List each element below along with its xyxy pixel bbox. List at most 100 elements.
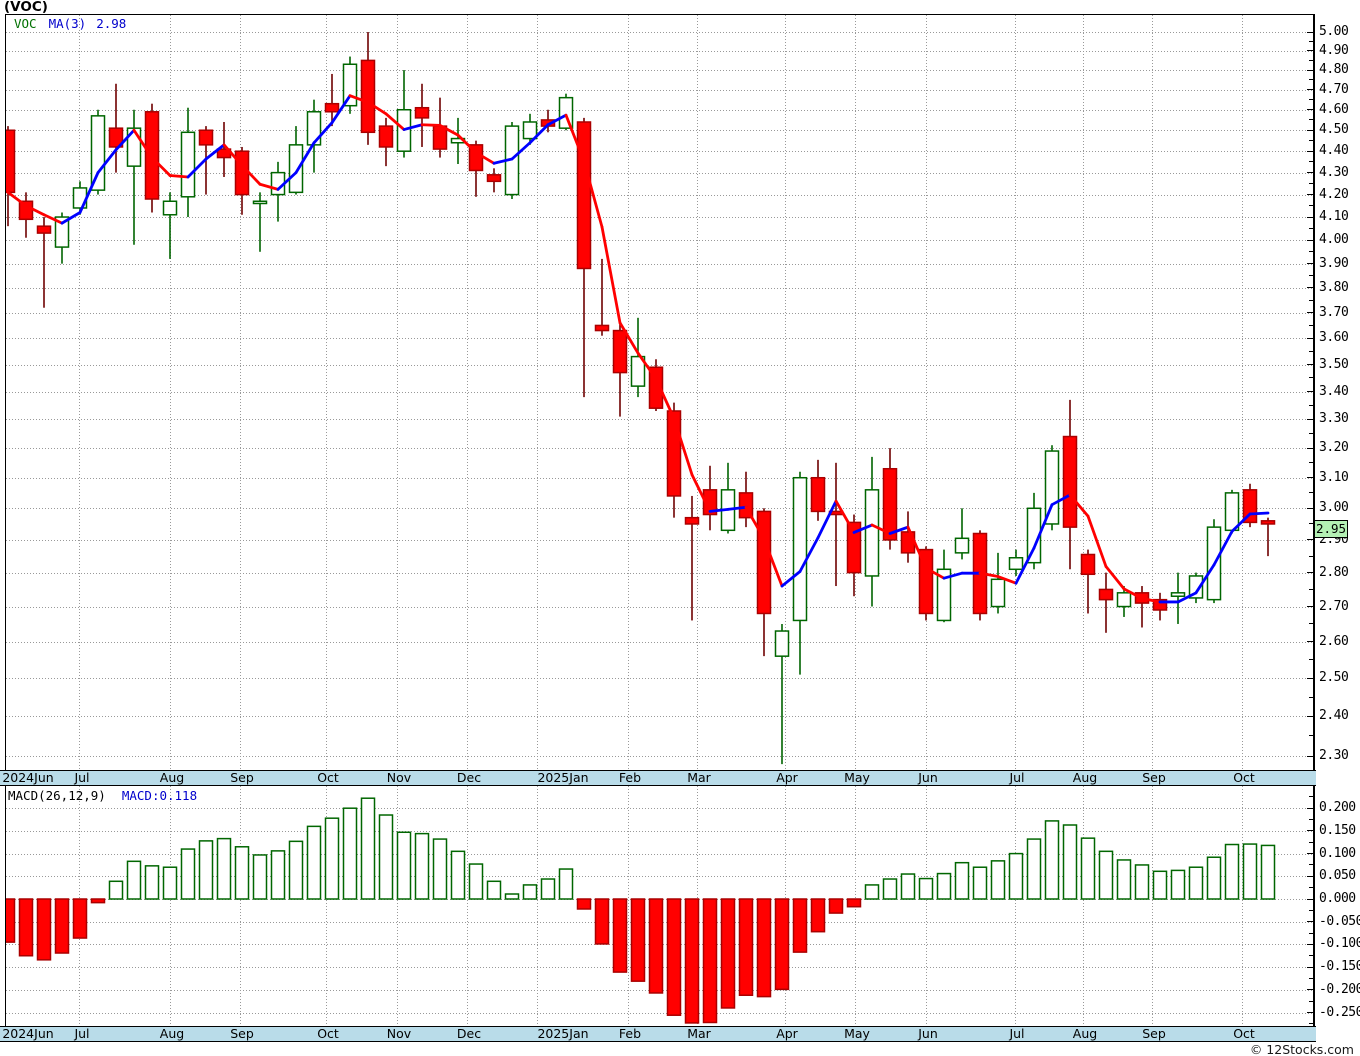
- macd-tick-major: [1307, 966, 1314, 968]
- month-label: Nov: [386, 770, 412, 785]
- macd-pane: [5, 786, 1315, 1026]
- price-tick-label: 3.40: [1319, 383, 1349, 399]
- macd-bar-positive: [414, 832, 430, 900]
- candle-up: [1008, 557, 1024, 571]
- candle-down: [918, 548, 934, 615]
- ma-line-segment: [510, 141, 532, 161]
- macd-tick-label: 0.150: [1319, 822, 1356, 838]
- ma-line-segment: [312, 121, 334, 145]
- candle-up: [936, 568, 952, 622]
- price-tick-major: [1307, 364, 1314, 366]
- month-label: 2025Jan: [537, 770, 589, 785]
- price-tick-label: 2.70: [1319, 598, 1349, 614]
- month-label: Jun: [918, 770, 938, 785]
- candle-up: [54, 216, 70, 248]
- ma-line-segment: [132, 128, 154, 159]
- macd-bar-positive: [468, 863, 484, 900]
- macd-tick-major: [1307, 875, 1314, 877]
- candle-down: [1098, 588, 1114, 601]
- symbol-label: VOC: [14, 16, 37, 31]
- ma-line-segment: [816, 499, 838, 540]
- ma-line-segment: [348, 94, 370, 104]
- ma-line-segment: [1230, 512, 1252, 533]
- ma-line-segment: [1032, 503, 1054, 550]
- month-label: Aug: [159, 1026, 185, 1041]
- macd-bar-positive: [918, 877, 934, 900]
- macd-bar-negative: [666, 898, 682, 1016]
- candle-down: [612, 329, 628, 374]
- ma-line-segment: [618, 321, 640, 355]
- ma-line-segment: [1194, 563, 1216, 595]
- price-tick-minor: [1309, 59, 1314, 61]
- ma-line-segment: [1086, 514, 1108, 568]
- ma-line-segment: [6, 190, 28, 208]
- price-tick-minor: [1309, 40, 1314, 42]
- price-tick-major: [1307, 418, 1314, 420]
- macd-axis: 0.200 0.150 0.100 0.050 0.000 -0.050 -0.100 -0.…: [1307, 786, 1360, 1026]
- price-tick-minor: [1309, 404, 1314, 406]
- macd-bar-negative: [846, 898, 862, 908]
- macd-tick-minor: [1309, 841, 1314, 843]
- candle-down: [360, 59, 376, 134]
- price-tick-label: 3.70: [1319, 304, 1349, 320]
- macd-tick-minor: [1309, 932, 1314, 934]
- month-label: May: [844, 770, 870, 785]
- macd-tick-minor: [1309, 977, 1314, 979]
- month-label: Jun: [918, 1026, 938, 1041]
- price-tick-minor: [1309, 696, 1314, 698]
- price-chart-legend: VOC MA(3) 2.98: [14, 17, 126, 30]
- price-tick-minor: [1309, 588, 1314, 590]
- ma-line-segment: [1140, 597, 1162, 604]
- price-tick-minor: [1309, 659, 1314, 661]
- price-tick-major: [1307, 641, 1314, 643]
- price-tick-major: [1307, 109, 1314, 111]
- macd-bar-positive: [396, 831, 412, 900]
- ma-line-segment: [294, 141, 316, 175]
- price-tick-minor: [1309, 523, 1314, 525]
- month-label: Jul: [1009, 1026, 1025, 1041]
- ma-line-segment: [744, 505, 766, 541]
- ma-line-segment: [924, 566, 946, 580]
- price-tick-major: [1307, 129, 1314, 131]
- candle-up: [306, 111, 322, 146]
- macd-tick-minor: [1309, 909, 1314, 911]
- macd-bar-negative: [684, 898, 700, 1024]
- macd-bar-positive: [360, 797, 376, 900]
- price-tick-major: [1307, 263, 1314, 265]
- macd-bar-positive: [1188, 866, 1204, 900]
- macd-bar-positive: [1026, 838, 1042, 900]
- ma-line-segment: [672, 417, 694, 477]
- macd-bar-positive: [378, 814, 394, 900]
- ma-line-segment: [1176, 591, 1198, 604]
- ma-line-segment: [1122, 587, 1144, 600]
- macd-bar-positive: [540, 878, 556, 900]
- price-tick-minor: [1309, 119, 1314, 121]
- candle-down: [810, 476, 826, 513]
- ma-line-segment: [1212, 529, 1234, 567]
- ma-line-segment: [276, 171, 298, 191]
- month-label: Sep: [230, 770, 254, 785]
- ma-line-segment: [654, 377, 676, 420]
- ma-line-segment: [60, 211, 82, 225]
- macd-histogram: [6, 786, 1313, 1026]
- candle-up: [342, 63, 358, 107]
- price-tick-minor: [1309, 299, 1314, 301]
- candle-down: [666, 410, 682, 497]
- price-tick-label: 4.40: [1319, 143, 1349, 159]
- macd-bar-positive: [270, 850, 286, 900]
- candle-down: [1062, 435, 1078, 528]
- ma-line-segment: [492, 157, 514, 165]
- macd-bar-positive: [1170, 869, 1186, 900]
- macd-bar-positive: [522, 884, 538, 900]
- macd-bar-positive: [450, 850, 466, 900]
- price-tick-major: [1307, 69, 1314, 71]
- price-axis: 5.00 4.90 4.80 4.70 4.60 4.50 4.40 4.30 4.20 4.10…: [1307, 14, 1360, 770]
- macd-tick-major: [1307, 921, 1314, 923]
- price-tick-minor: [1309, 227, 1314, 229]
- month-label: Mar: [687, 770, 711, 785]
- price-tick-label: 4.80: [1319, 62, 1349, 78]
- macd-bar-positive: [126, 860, 142, 900]
- candle-down: [432, 125, 448, 150]
- macd-params-label: MACD(26,12,9): [8, 788, 106, 803]
- candle-down: [198, 129, 214, 146]
